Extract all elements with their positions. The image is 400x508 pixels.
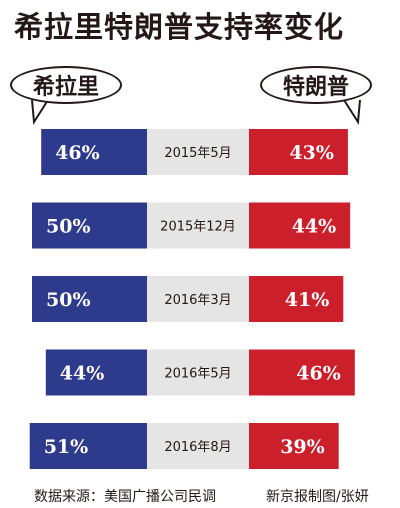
data-label-trump: 39% [280, 436, 325, 458]
bar-trump [249, 423, 339, 469]
category-label: 2015年5月 [164, 146, 231, 161]
legend-bubble-tail-clinton [31, 99, 49, 126]
bar-clinton [32, 202, 147, 249]
graphic-credit: 新京报制图/张妍 [266, 489, 369, 505]
legend-clinton: 希拉里 [10, 66, 122, 104]
date-box [147, 349, 249, 396]
bar-trump [249, 349, 355, 396]
data-label-clinton: 51% [44, 436, 88, 458]
data-label-clinton: 44% [60, 363, 105, 385]
date-box [147, 129, 249, 175]
legend-bubble-tail-trump [343, 99, 361, 126]
date-box [147, 423, 249, 469]
category-label: 2016年3月 [164, 293, 231, 308]
category-label: 2015年12月 [160, 220, 236, 235]
data-label-trump: 41% [285, 289, 330, 311]
legend-trump: 特朗普 [260, 66, 372, 104]
data-label-clinton: 46% [55, 142, 99, 164]
data-label-trump: 46% [296, 363, 341, 385]
bar-clinton [29, 423, 148, 469]
bar-clinton [45, 349, 147, 396]
data-label-trump: 44% [292, 216, 337, 238]
category-label: 2016年5月 [164, 367, 231, 382]
data-label-trump: 43% [289, 142, 334, 164]
page-title: 希拉里特朗普支持率变化 [14, 10, 345, 44]
bar-clinton [41, 129, 148, 175]
data-label-clinton: 50% [46, 289, 91, 311]
data-label-clinton: 50% [46, 216, 91, 238]
bar-trump [249, 202, 351, 249]
date-box [147, 202, 249, 249]
data-source: 数据来源：美国广播公司民调 [34, 489, 216, 505]
date-box [147, 276, 249, 322]
bar-trump [249, 129, 348, 175]
bar-clinton [32, 276, 147, 322]
category-label: 2016年8月 [164, 440, 231, 455]
bar-trump [249, 276, 344, 322]
